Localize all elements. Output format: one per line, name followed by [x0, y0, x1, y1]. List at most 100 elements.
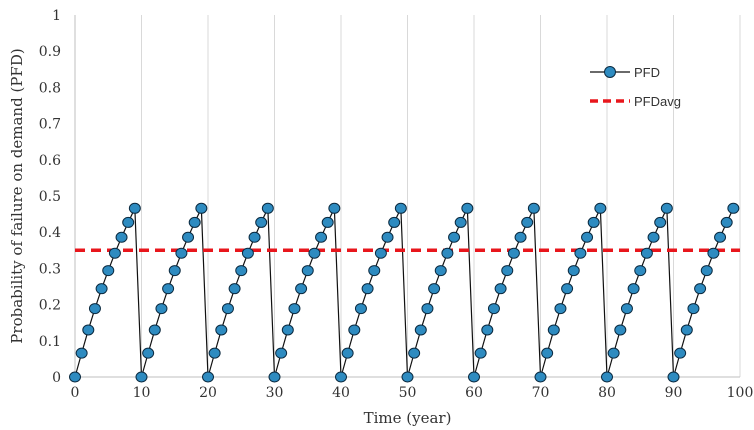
y-tick-label: 0.1 [39, 334, 61, 350]
y-tick-label: 1 [52, 8, 61, 24]
y-tick-label: 0.9 [39, 44, 61, 60]
pfd-point [714, 231, 727, 243]
pfd-point [494, 283, 507, 295]
pfd-point [674, 347, 687, 359]
legend: PFD PFDavg [590, 65, 681, 109]
pfd-point [341, 347, 354, 359]
series-layer [69, 202, 740, 383]
x-tick-label: 30 [266, 385, 284, 401]
pfd-point [601, 371, 613, 383]
pfd-point [487, 303, 500, 315]
pfd-point [155, 303, 168, 315]
legend-pfd-label: PFD [634, 65, 660, 80]
pfd-point [627, 283, 640, 295]
x-tick-labels: 0 10 20 30 40 50 60 70 80 90 100 [71, 385, 754, 401]
pfd-point [374, 247, 387, 259]
pfd-point [188, 216, 201, 228]
pfd-point [654, 216, 667, 228]
pfd-point [421, 303, 434, 315]
x-tick-label: 40 [332, 385, 350, 401]
x-tick-label: 60 [465, 385, 483, 401]
series-pfd-line [74, 208, 734, 378]
pfd-point [381, 231, 394, 243]
pfd-point [208, 347, 221, 359]
pfd-point [441, 247, 454, 259]
pfd-point [354, 303, 367, 315]
pfd-point [235, 265, 248, 277]
pfd-point [501, 265, 514, 277]
x-tick-label: 10 [133, 385, 151, 401]
pfd-point [295, 283, 308, 295]
y-tick-label: 0.8 [39, 80, 61, 96]
pfd-point [448, 231, 461, 243]
pfd-point [707, 247, 720, 259]
x-axis-title: Time (year) [364, 409, 452, 427]
pfd-point [308, 247, 321, 259]
pfd-point [328, 202, 341, 214]
x-tick-label: 80 [598, 385, 616, 401]
pfd-point [135, 371, 148, 383]
pfd-point [408, 347, 421, 359]
pfd-point [315, 231, 328, 243]
pfd-point [162, 283, 175, 295]
pfd-point [541, 347, 554, 359]
x-tick-label: 20 [199, 385, 217, 401]
pfd-point [288, 303, 301, 315]
pfd-point [567, 265, 580, 277]
pfd-point [228, 283, 241, 295]
pfd-point [687, 303, 700, 315]
pfd-point [507, 247, 520, 259]
pfd-point [69, 371, 81, 383]
legend-pfd-marker [604, 66, 616, 78]
pfd-point [388, 216, 401, 228]
y-tick-labels: 0 0.1 0.2 0.3 0.4 0.5 0.6 0.7 0.8 0.9 1 [39, 8, 61, 386]
pfd-point [607, 347, 620, 359]
y-tick-label: 0.6 [39, 153, 61, 169]
pfd-point [321, 216, 334, 228]
y-tick-label: 0.5 [39, 189, 61, 205]
pfd-point [148, 324, 161, 336]
x-tick-label: 0 [71, 385, 80, 401]
pfd-point [720, 216, 733, 228]
pfd-point [335, 371, 347, 383]
pfd-point [361, 283, 374, 295]
pfd-point [647, 231, 660, 243]
pfd-point [574, 247, 587, 259]
pfd-point [581, 231, 594, 243]
pfd-point [614, 324, 627, 336]
pfd-point [554, 303, 567, 315]
pfd-point [348, 324, 361, 336]
pfd-point [454, 216, 467, 228]
x-tick-label: 100 [727, 385, 754, 401]
y-tick-label: 0.7 [39, 117, 61, 133]
pfd-point [587, 216, 600, 228]
pfd-point [102, 265, 115, 277]
pfd-point [115, 231, 128, 243]
pfd-point [640, 247, 653, 259]
pfd-point [268, 371, 281, 383]
pfd-point [660, 202, 673, 214]
pfd-point [255, 216, 268, 228]
pfd-point [261, 202, 274, 214]
pfd-point [88, 303, 101, 315]
pfd-point [221, 303, 234, 315]
pfd-point [700, 265, 713, 277]
pfd-point [534, 371, 547, 383]
pfd-point [301, 265, 314, 277]
pfd-point [142, 347, 155, 359]
pfd-point [108, 247, 121, 259]
pfd-point [281, 324, 294, 336]
pfd-point [680, 324, 693, 336]
y-tick-label: 0.2 [39, 298, 61, 314]
pfd-point [468, 371, 480, 383]
pfd-point [215, 324, 228, 336]
pfd-point [634, 265, 647, 277]
pfd-point [95, 283, 108, 295]
y-tick-label: 0.3 [39, 261, 61, 277]
pfd-point [620, 303, 633, 315]
pfd-point [694, 283, 707, 295]
pfd-point [667, 371, 680, 383]
pfd-point [527, 202, 540, 214]
legend-pfdavg-label: PFDavg [634, 94, 681, 109]
